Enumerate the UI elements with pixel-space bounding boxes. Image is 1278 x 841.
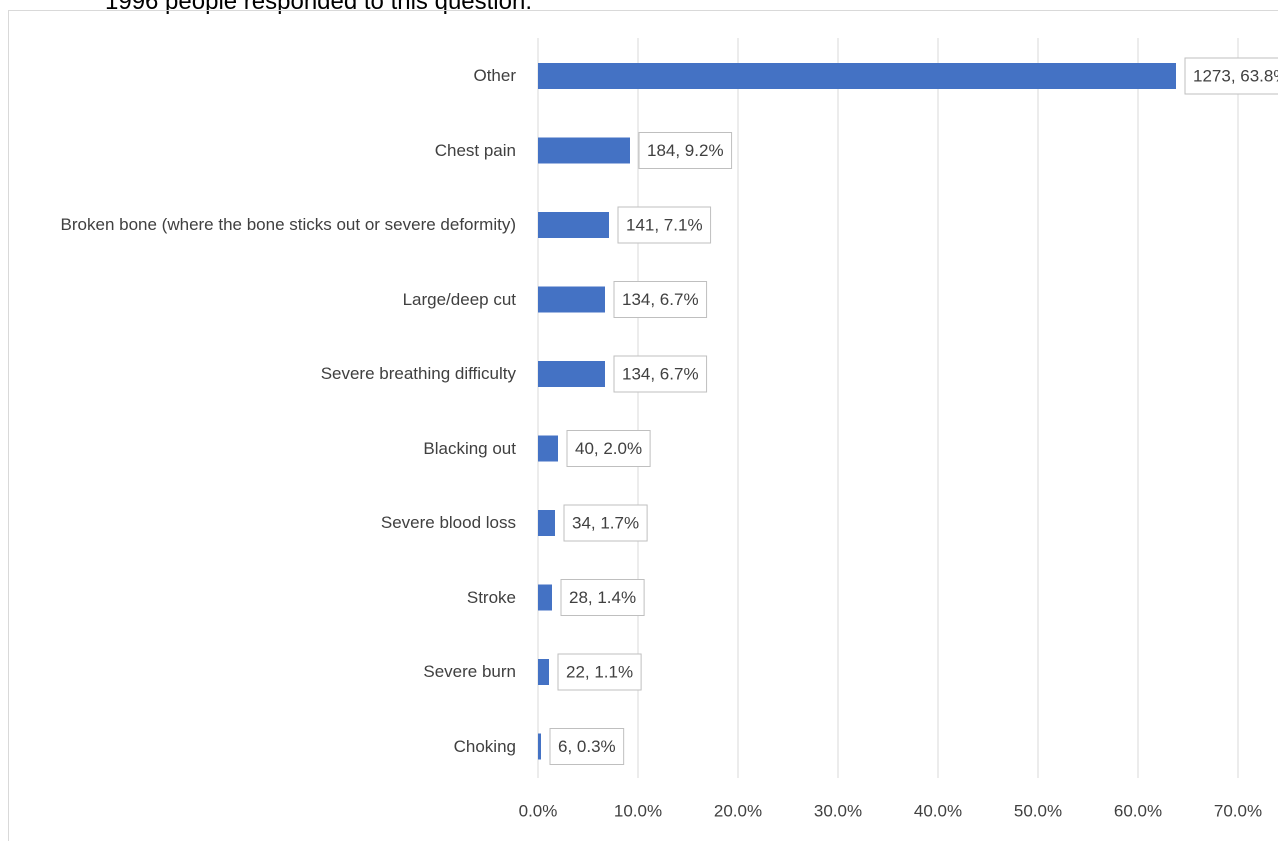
bar bbox=[538, 435, 558, 462]
y-tick-label: Severe burn bbox=[423, 662, 516, 681]
x-tick-label: 30.0% bbox=[814, 801, 862, 820]
bar bbox=[538, 137, 630, 164]
data-label: 1273, 63.8% bbox=[1193, 66, 1278, 85]
bar bbox=[538, 63, 1176, 89]
data-label-box bbox=[613, 281, 708, 318]
data-label: 184, 9.2% bbox=[647, 141, 724, 160]
y-tick-label: Choking bbox=[453, 736, 516, 756]
x-tick-label: 10.0% bbox=[614, 801, 662, 820]
data-label-box bbox=[613, 355, 708, 393]
bar bbox=[538, 584, 552, 611]
bar bbox=[538, 733, 541, 760]
y-tick-label: Chest pain bbox=[434, 140, 516, 160]
x-tick-label: 40.0% bbox=[914, 801, 962, 820]
x-tick-label: 50.0% bbox=[1014, 801, 1062, 820]
data-label: 28, 1.4% bbox=[569, 588, 636, 607]
x-tick-label: 20.0% bbox=[714, 801, 762, 820]
bar bbox=[538, 361, 605, 387]
data-label: 6, 0.3% bbox=[558, 737, 616, 756]
data-label: 22, 1.1% bbox=[566, 662, 633, 681]
x-tick-label: 60.0% bbox=[1114, 801, 1162, 820]
data-label: 34, 1.7% bbox=[572, 513, 639, 532]
data-label: 40, 2.0% bbox=[575, 439, 642, 458]
y-tick-label: Stroke bbox=[466, 587, 516, 607]
data-label-box bbox=[566, 430, 651, 467]
data-label: 134, 6.7% bbox=[622, 290, 699, 309]
bar bbox=[538, 510, 555, 536]
bar bbox=[538, 286, 605, 313]
data-label-box bbox=[563, 504, 648, 542]
data-label-box bbox=[560, 579, 645, 616]
x-tick-label: 0.0% bbox=[519, 801, 558, 820]
data-label-box bbox=[617, 206, 712, 244]
data-label: 141, 7.1% bbox=[626, 215, 703, 234]
y-tick-label: Other bbox=[473, 66, 516, 85]
y-tick-label: Severe blood loss bbox=[380, 513, 516, 532]
bar bbox=[538, 659, 549, 685]
x-tick-label: 70.0% bbox=[1214, 801, 1262, 820]
data-label-box bbox=[1184, 57, 1278, 95]
bar bbox=[538, 212, 609, 238]
y-tick-label: Broken bone (where the bone sticks out o… bbox=[60, 215, 516, 234]
data-label-box bbox=[557, 653, 642, 691]
data-label-box bbox=[638, 132, 733, 169]
data-label-box bbox=[549, 728, 625, 765]
data-label: 134, 6.7% bbox=[622, 364, 699, 383]
note: 1996 people responded to this question. bbox=[105, 0, 532, 15]
y-tick-label: Large/deep cut bbox=[402, 289, 516, 309]
y-tick-label: Severe breathing difficulty bbox=[320, 364, 516, 383]
chart-frame bbox=[8, 10, 1278, 841]
y-tick-label: Blacking out bbox=[423, 438, 516, 458]
